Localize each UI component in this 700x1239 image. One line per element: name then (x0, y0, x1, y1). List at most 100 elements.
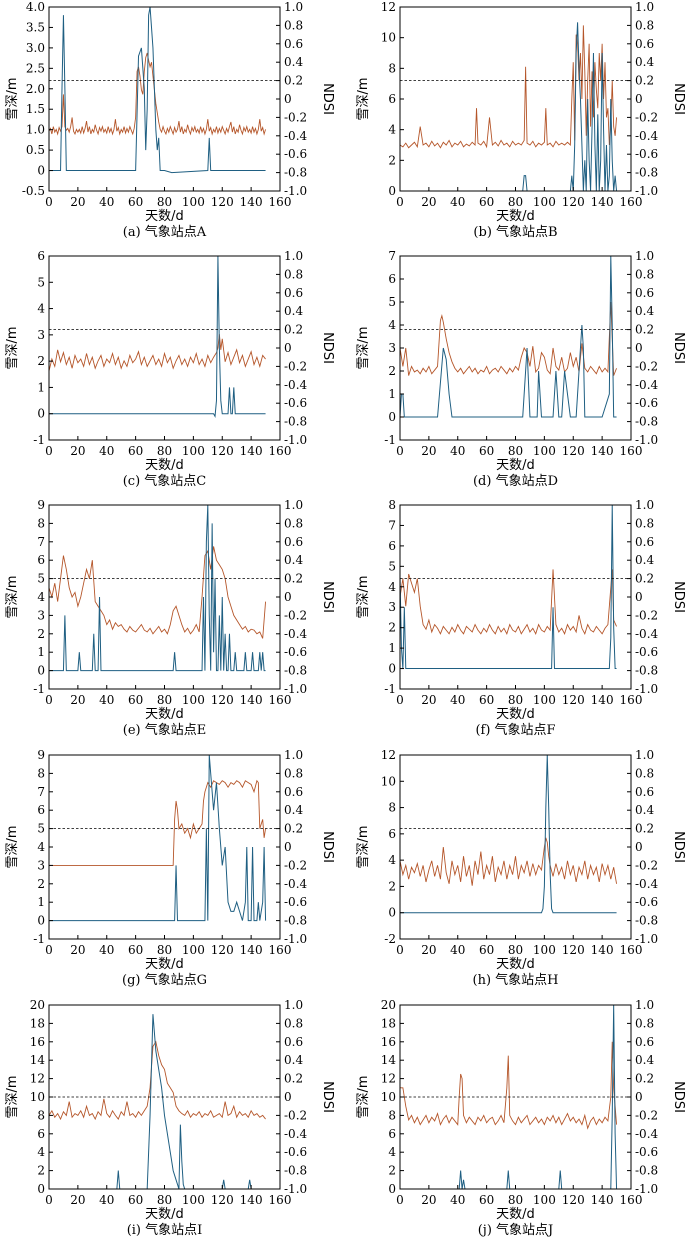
y-right-tick-label: -1.0 (284, 932, 307, 946)
y-left-tick-label: 9 (37, 748, 45, 762)
y-right-tick-label: -0.2 (284, 359, 307, 373)
chart-panel: 0 20 40 60 80 100 120 140 160-2024681012-1.0-0.8… (356, 748, 686, 988)
x-tick-label: 20 (421, 444, 436, 458)
y-right-tick-label: -0.8 (284, 664, 307, 678)
y-left-tick-label: 2 (388, 621, 396, 635)
y-left-tick-label: 8 (37, 516, 45, 530)
y-right-tick-label: 0.4 (284, 803, 303, 817)
y-right-tick-label: 0.6 (284, 37, 303, 51)
y-left-tick-label: 1.0 (26, 123, 45, 137)
y-left-axis-label: 雪深/m (5, 1075, 20, 1118)
x-tick-label: 20 (421, 943, 436, 957)
y-left-tick-label: 10 (381, 31, 396, 45)
y-left-tick-label: 4 (388, 853, 396, 867)
y-right-tick-label: 0.2 (284, 74, 303, 88)
x-tick-label: 80 (157, 1193, 172, 1207)
x-tick-label: 160 (620, 195, 643, 209)
x-axis-label: 天数/d (145, 707, 184, 722)
y-right-tick-label: 0.6 (635, 535, 654, 549)
x-tick-label: 160 (620, 943, 643, 957)
x-tick-label: 140 (240, 943, 263, 957)
x-tick-label: 40 (450, 693, 465, 707)
y-left-tick-label: 5 (37, 572, 45, 586)
x-tick-label: 100 (182, 1193, 205, 1207)
y-right-tick-label: 0 (635, 341, 643, 355)
x-tick-label: 60 (128, 693, 143, 707)
y-left-tick-label: 6 (37, 553, 45, 567)
x-tick-label: 40 (450, 444, 465, 458)
y-right-tick-label: -0.4 (635, 129, 659, 143)
y-right-tick-label: 0.4 (635, 304, 654, 318)
y-right-tick-label: -0.2 (635, 359, 658, 373)
y-right-tick-label: 0.4 (284, 553, 303, 567)
x-tick-label: 120 (562, 693, 585, 707)
x-tick-label: 80 (157, 195, 172, 209)
y-left-tick-label: 0 (37, 1182, 45, 1196)
x-tick-label: 160 (269, 943, 292, 957)
y-right-tick-label: -0.4 (635, 877, 659, 891)
x-tick-label: 160 (620, 1193, 643, 1207)
y-left-tick-label: 16 (381, 1035, 396, 1049)
x-tick-label: 60 (479, 943, 494, 957)
y-right-tick-label: -0.8 (284, 914, 307, 928)
y-right-tick-label: 0.8 (284, 1016, 303, 1030)
y-left-tick-label: 12 (30, 1072, 45, 1086)
y-right-tick-label: 1.0 (635, 498, 654, 512)
y-right-tick-label: -1.0 (284, 1182, 307, 1196)
y-left-tick-label: 2 (37, 1164, 45, 1178)
y-right-tick-label: 0.2 (635, 822, 654, 836)
plot-frame (48, 504, 281, 690)
y-right-tick-label: -0.8 (284, 1164, 307, 1178)
y-left-tick-label: 6 (388, 539, 396, 553)
x-tick-label: 120 (211, 444, 234, 458)
y-right-axis-label: NDSI (320, 831, 335, 863)
y-left-tick-label: 7 (37, 785, 45, 799)
y-left-tick-label: 4 (37, 590, 45, 604)
y-right-tick-label: -0.6 (635, 1145, 658, 1159)
y-right-tick-label: 0.2 (284, 1072, 303, 1086)
chart-panel: 0 20 40 60 80 100 120 140 160-10123456789-1.0-0.… (5, 748, 335, 988)
snow-depth-line (400, 505, 617, 670)
y-left-tick-label: 6 (388, 1127, 396, 1141)
y-right-tick-label: -0.8 (284, 166, 307, 180)
y-right-tick-label: 1.0 (284, 498, 303, 512)
y-right-tick-label: 0.8 (284, 18, 303, 32)
y-right-tick-label: -1.0 (635, 1182, 658, 1196)
ndsi-line (400, 25, 618, 149)
x-tick-label: 0 (396, 943, 404, 957)
chart-panel: 0 20 40 60 80 100 120 140 160-0.500.51.01.52.02.… (5, 0, 335, 240)
x-tick-label: 100 (182, 444, 205, 458)
y-left-tick-label: 0 (37, 914, 45, 928)
y-right-tick-label: -0.4 (284, 877, 308, 891)
y-right-tick-label: -0.6 (284, 147, 307, 161)
y-right-tick-label: -1.0 (635, 184, 658, 198)
y-right-tick-label: 0 (635, 92, 643, 106)
y-right-axis-label: NDSI (671, 1081, 686, 1113)
y-left-tick-label: -1 (33, 932, 45, 946)
y-right-tick-label: 0.4 (284, 55, 303, 69)
y-right-tick-label: -0.8 (635, 664, 658, 678)
y-right-tick-label: 0 (284, 341, 292, 355)
y-left-axis-label: 雪深/m (5, 77, 20, 120)
snow-depth-line (49, 505, 266, 672)
y-left-tick-label: 20 (381, 998, 396, 1012)
x-tick-label: 40 (99, 444, 114, 458)
y-right-tick-label: 0.8 (635, 516, 654, 530)
y-left-tick-label: 2 (37, 877, 45, 891)
x-tick-label: 100 (533, 693, 556, 707)
x-tick-label: 120 (562, 943, 585, 957)
y-right-tick-label: -1.0 (284, 682, 307, 696)
panel-caption: (e) 气象站点E (123, 722, 206, 738)
x-tick-label: 60 (479, 444, 494, 458)
ndsi-line (49, 546, 267, 639)
y-right-tick-label: -0.2 (635, 858, 658, 872)
x-tick-label: 60 (128, 943, 143, 957)
y-right-axis-label: NDSI (671, 581, 686, 613)
y-right-tick-label: -1.0 (635, 433, 658, 447)
plot-frame (48, 255, 281, 441)
x-tick-label: 20 (70, 1193, 85, 1207)
y-left-tick-label: 14 (30, 1053, 46, 1067)
y-left-tick-label: -2 (384, 932, 396, 946)
y-left-axis-label: 雪深/m (5, 326, 20, 369)
ndsi-line (49, 52, 266, 136)
